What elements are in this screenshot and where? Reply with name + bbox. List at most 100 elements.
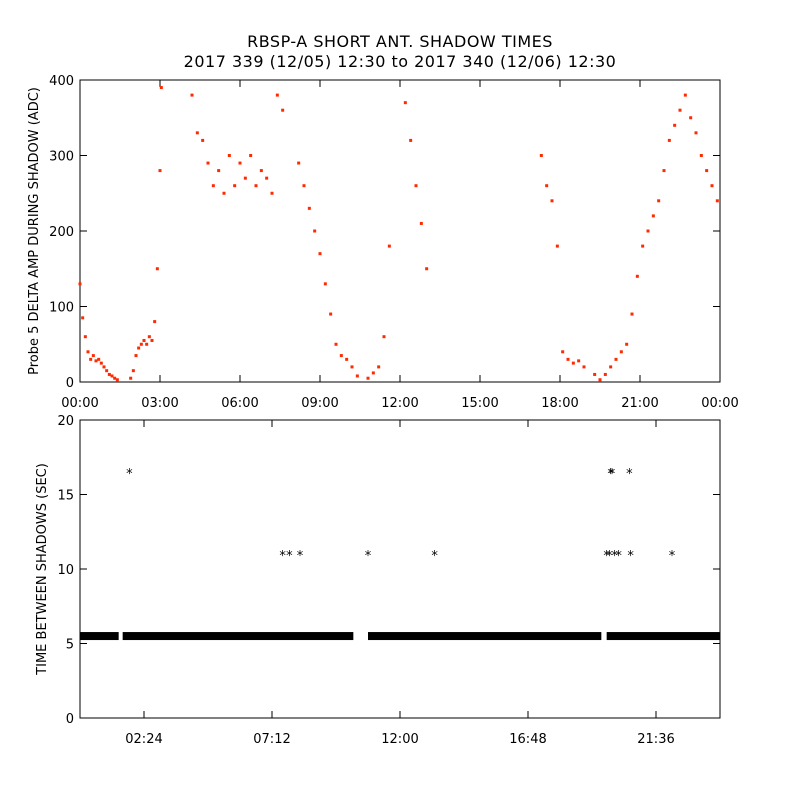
top-data-point [651, 214, 655, 218]
top-data-point [577, 359, 581, 363]
top-data-point [201, 138, 205, 142]
bottom-ytick-label: 15 [57, 489, 74, 504]
top-data-point [593, 372, 597, 376]
top-data-point [153, 320, 157, 324]
top-ytick-label: 400 [49, 74, 74, 89]
top-data-point [281, 108, 285, 112]
top-data-point [139, 342, 143, 346]
top-data-point [382, 335, 386, 339]
top-data-point [625, 342, 629, 346]
top-data-point [105, 369, 109, 373]
bottom-data-point: * [126, 467, 133, 482]
bottom-ytick-label: 20 [57, 414, 74, 429]
bottom-data-point: * [286, 549, 293, 564]
top-data-point [159, 86, 163, 90]
bottom-baseline-segment [368, 632, 602, 641]
top-data-point [243, 176, 247, 180]
chart-title-line1: RBSP-A SHORT ANT. SHADOW TIMES [247, 32, 553, 51]
bottom-data-point: * [627, 549, 634, 564]
top-data-point [635, 274, 639, 278]
plot-bottom: 02:24 07:12 12:00 16:48 21:36 0 5 10 15 20 TIME BE… [35, 414, 721, 747]
top-data-point [561, 350, 565, 354]
top-data-point [678, 108, 682, 112]
top-data-point [313, 229, 317, 233]
bottom-data-point: * [669, 549, 676, 564]
top-data-point [222, 191, 226, 195]
bottom-xtick-label: 21:36 [637, 732, 674, 747]
bottom-ytick-label: 0 [66, 712, 74, 727]
top-data-point [318, 252, 322, 256]
top-data-point [667, 138, 671, 142]
top-data-point [155, 267, 159, 271]
bottom-ytick-label: 5 [66, 638, 74, 653]
top-data-point [115, 378, 119, 382]
bottom-baseline-segment [80, 632, 119, 641]
top-data-point [307, 206, 311, 210]
top-xtick-label: 12:00 [381, 396, 418, 411]
top-data-point [81, 316, 85, 320]
top-data-point [550, 199, 554, 203]
top-y-axis-label: Probe 5 DELTA AMP DURING SHADOW (ADC) [27, 87, 42, 375]
top-data-point [619, 350, 623, 354]
bottom-data-point: * [431, 549, 438, 564]
top-xtick-label: 09:00 [301, 396, 338, 411]
top-data-point [107, 372, 111, 376]
top-data-point [334, 342, 338, 346]
top-data-point [403, 101, 407, 105]
top-data-point [99, 361, 103, 365]
top-data-point [339, 354, 343, 358]
top-data-point [366, 376, 370, 380]
top-data-point [345, 357, 349, 361]
top-data-point [539, 154, 543, 157]
top-data-point [110, 374, 114, 378]
top-data-point [355, 374, 359, 378]
top-data-point [238, 161, 242, 165]
top-xtick-label: 00:00 [61, 396, 98, 411]
top-data-point [297, 161, 301, 165]
top-xtick-label: 21:00 [621, 396, 658, 411]
bottom-ytick-label: 10 [57, 563, 74, 578]
top-data-point [630, 312, 634, 316]
top-data-point [582, 365, 586, 369]
top-xtick-label: 18:00 [541, 396, 578, 411]
top-data-point [131, 369, 135, 373]
top-data-point [302, 184, 306, 188]
top-data-point [419, 221, 423, 225]
top-data-point [249, 154, 253, 157]
bottom-xtick-label: 12:00 [381, 732, 418, 747]
bottom-xtick-label: 16:48 [509, 732, 546, 747]
top-data-point [195, 131, 199, 135]
top-data-point [158, 169, 162, 173]
top-data-point [603, 372, 607, 376]
top-data-point [409, 138, 413, 142]
top-data-point [710, 184, 714, 188]
top-data-point [275, 93, 279, 97]
top-ytick-label: 300 [49, 150, 74, 165]
top-data-point [715, 199, 719, 203]
top-data-point [86, 350, 90, 354]
top-plot-frame [79, 79, 721, 383]
top-data-point [265, 176, 269, 180]
top-data-point [206, 161, 210, 165]
bottom-data-point: * [615, 549, 622, 564]
top-data-point [646, 229, 650, 233]
bottom-data-point: * [365, 549, 372, 564]
top-data-point [662, 169, 666, 173]
top-data-point [254, 184, 258, 188]
top-data-point [134, 354, 138, 358]
top-data-point [137, 346, 141, 350]
top-ytick-label: 100 [49, 301, 74, 316]
top-data-point [614, 357, 618, 361]
top-data-point [377, 365, 381, 369]
top-data-point [150, 338, 154, 342]
top-data-point [545, 184, 549, 188]
bottom-data-point: * [297, 549, 304, 564]
bottom-data-point: * [609, 467, 616, 482]
top-ytick-label: 200 [49, 225, 74, 240]
top-data-point [147, 335, 151, 339]
top-data-point [83, 335, 87, 339]
top-data-point [598, 378, 602, 382]
top-xtick-label: 15:00 [461, 396, 498, 411]
top-xtick-label: 06:00 [221, 396, 258, 411]
top-data-point [673, 123, 677, 127]
